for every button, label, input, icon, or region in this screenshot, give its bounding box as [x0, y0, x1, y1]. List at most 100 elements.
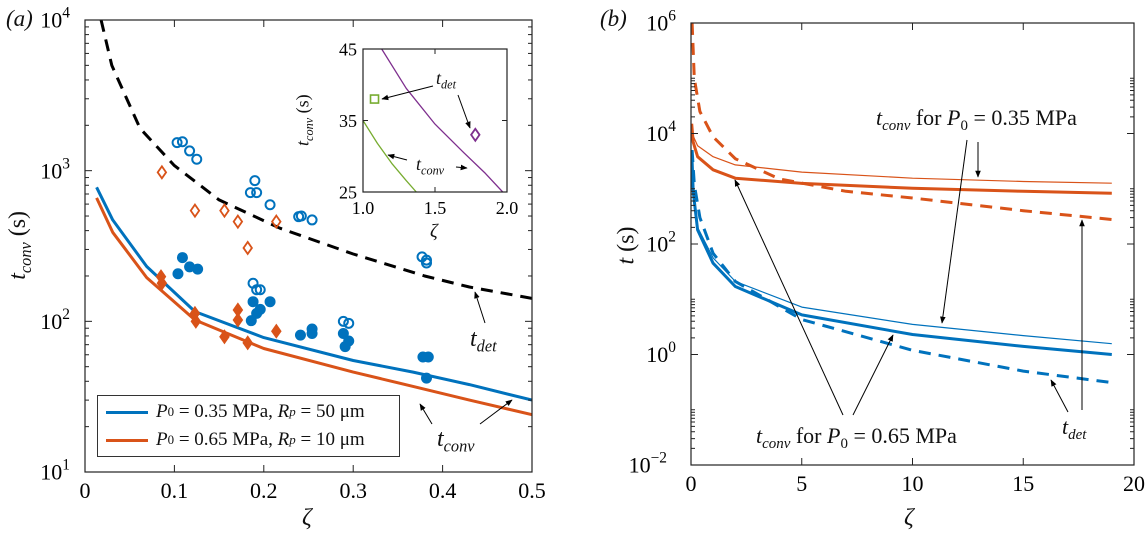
data-point-blue-circle-open — [249, 175, 261, 187]
data-point-orange-diamond-filled — [232, 312, 244, 328]
annotation-arrow — [474, 291, 486, 324]
data-point-blue-circle-filled — [251, 307, 263, 319]
x-tick-label: 1.0 — [352, 198, 375, 218]
data-point-orange-diamond-open — [189, 203, 201, 219]
annotation-b-t-det: tdet — [1062, 414, 1087, 444]
data-point-purple-diamond-open — [470, 127, 481, 143]
legend-swatch-orange — [106, 438, 148, 442]
data-point-blue-circle-filled — [245, 315, 257, 327]
panel-b: 0 5 10 15 20 10−2 100 102 104 106 — [629, 8, 1145, 496]
data-point-blue-circle-filled — [339, 341, 351, 353]
y-tick-label: 25 — [339, 182, 357, 202]
data-point-orange-diamond-open — [219, 203, 230, 219]
data-point-blue-circle-open — [191, 153, 203, 165]
series-line-orange-thin — [691, 123, 1112, 184]
data-point-blue-circle-filled — [421, 372, 433, 384]
data-point-blue-circle-filled — [264, 296, 276, 308]
data-point-orange-diamond-filled — [190, 313, 202, 329]
data-point-orange-diamond-filled — [271, 323, 282, 339]
data-point-blue-circle-open — [337, 315, 349, 327]
y-tick-label: 100 — [646, 339, 676, 367]
data-point-orange-diamond-open — [156, 164, 168, 180]
x-tick-label: 0.1 — [161, 478, 189, 503]
plot-frame — [84, 19, 533, 473]
data-point-blue-circle-filled — [294, 329, 306, 341]
x-tick-label: 0.4 — [429, 478, 457, 503]
series-line-green-solid — [363, 120, 417, 192]
annotation-arrow — [734, 179, 844, 416]
x-tick-label: 10 — [902, 471, 924, 496]
x-tick-label: 0.2 — [250, 478, 278, 503]
y-tick-label: 106 — [646, 8, 676, 36]
x-tick-label: 20 — [1123, 471, 1145, 496]
data-point-orange-diamond-filled — [156, 275, 168, 291]
data-point-blue-circle-open — [184, 145, 196, 157]
data-point-orange-diamond-open — [232, 214, 244, 230]
panel-a-inset: 1.0 1.5 2.0 25 35 45 — [339, 39, 518, 218]
x-tick-label: 15 — [1012, 471, 1034, 496]
annotation-arrow — [940, 139, 968, 324]
panel-a-xlabel: ζ — [302, 505, 312, 531]
data-point-blue-circle-open — [171, 137, 183, 149]
x-tick-label: 0 — [686, 471, 697, 496]
series-line-orange-dashed — [691, 23, 1112, 221]
annotation-arrow — [387, 153, 408, 161]
data-point-blue-circle-filled — [337, 328, 349, 340]
data-point-blue-circle-filled — [247, 296, 259, 308]
data-point-blue-circle-open — [176, 136, 188, 148]
data-point-blue-circle-open — [264, 199, 276, 211]
annotation-tconv-035: tconv for P0 = 0.35 MPa — [876, 105, 1077, 136]
series-line-black-dashed — [99, 20, 532, 300]
inset-xlabel: ζ — [430, 221, 438, 242]
series-line-blue-solid — [691, 150, 1112, 356]
data-point-blue-circle-open — [244, 187, 256, 199]
x-tick-label: 5 — [796, 471, 807, 496]
data-point-orange-diamond-filled — [219, 329, 230, 345]
data-point-blue-circle-open — [251, 187, 263, 199]
y-tick-label: 10−2 — [629, 450, 667, 478]
data-point-blue-circle-open — [306, 214, 318, 226]
panel-b-ylabel: t (s) — [613, 226, 640, 265]
data-point-blue-circle-open — [251, 284, 263, 296]
inset-ylabel: tconv (s) — [292, 94, 316, 146]
annotation-tconv-065: tconv for P0 = 0.65 MPa — [756, 423, 957, 453]
y-tick-label: 101 — [40, 457, 70, 485]
series-line-blue-solid — [95, 186, 532, 402]
data-point-blue-circle-filled — [192, 263, 204, 275]
annotation-arrow — [1050, 379, 1069, 413]
data-point-blue-circle-filled — [176, 252, 188, 264]
data-point-green-square-open — [369, 94, 380, 104]
inset-annotation-t-conv: tconv — [416, 154, 445, 178]
x-tick-label: 0 — [80, 478, 91, 503]
data-point-blue-circle-filled — [172, 268, 184, 280]
annotation-arrow — [479, 399, 513, 425]
inset-annotation-t-det: tdet — [436, 68, 456, 92]
legend-swatch-blue — [106, 410, 148, 414]
series-line-orange-solid — [95, 197, 532, 417]
annotation-arrow — [852, 334, 894, 416]
annotation-arrow — [381, 85, 434, 101]
annotation-t-conv: tconv — [437, 426, 475, 456]
panel-a-ylabel: tconv (s) — [5, 210, 35, 280]
data-point-blue-circle-open — [343, 317, 355, 329]
plot-frame — [690, 22, 1135, 466]
annotation-arrow — [419, 403, 433, 425]
y-tick-label: 104 — [40, 5, 70, 33]
y-tick-label: 45 — [339, 39, 357, 59]
data-point-orange-diamond-open — [271, 214, 282, 230]
annotation-arrow — [455, 164, 468, 171]
series-line-orange-solid — [691, 123, 1112, 195]
annotation-arrow — [457, 94, 471, 129]
panel-b-label: (b) — [600, 6, 627, 31]
y-tick-label: 103 — [40, 155, 70, 183]
series-line-purple-solid — [381, 49, 504, 192]
data-point-orange-diamond-filled — [242, 335, 254, 351]
x-tick-label: 0.3 — [339, 478, 367, 503]
y-tick-label: 35 — [339, 111, 357, 131]
data-point-blue-circle-open — [295, 210, 307, 222]
